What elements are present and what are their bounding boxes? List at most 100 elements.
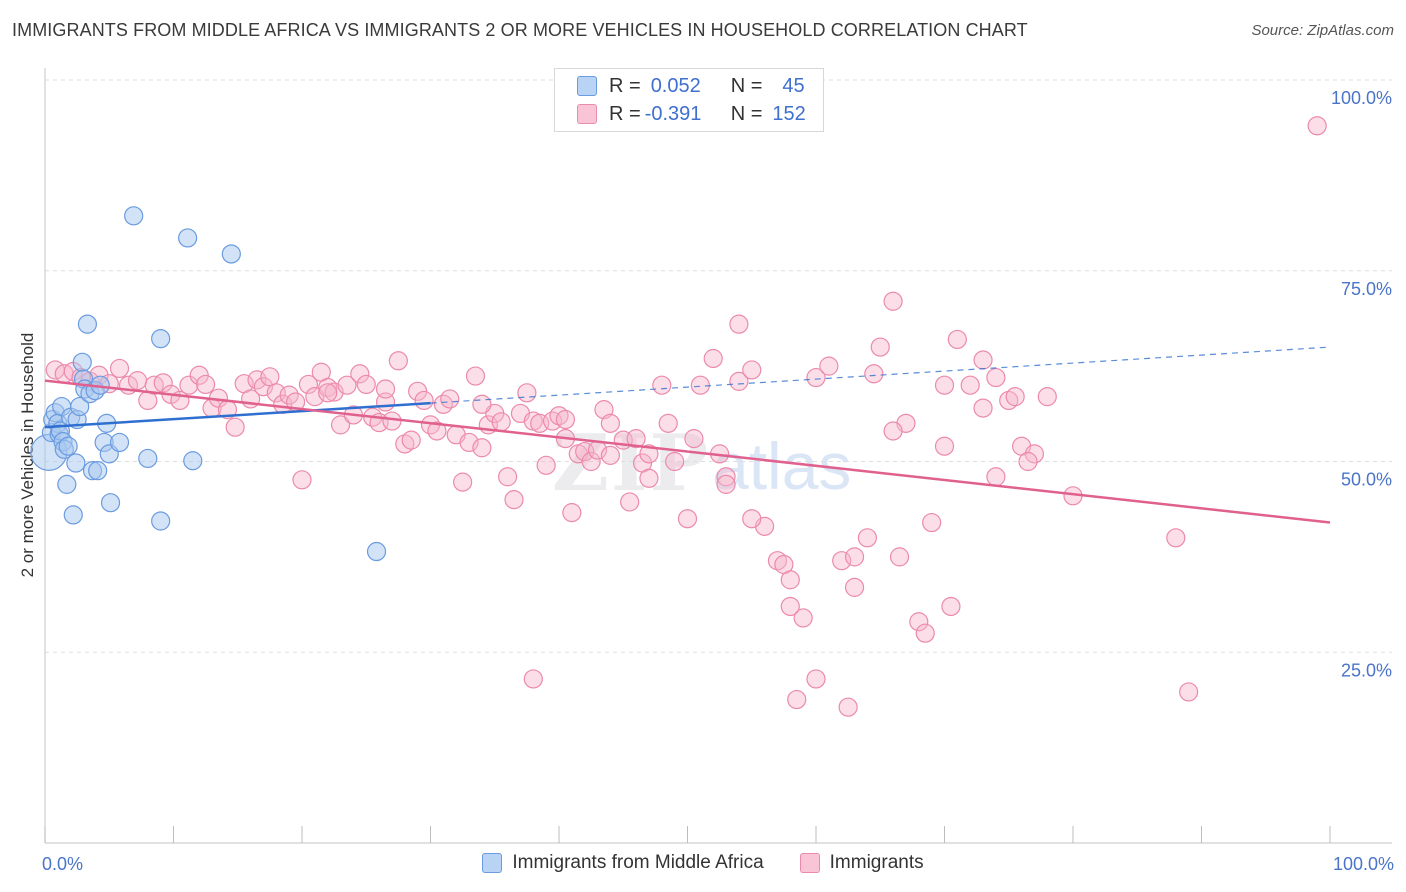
immigrants-point (1024, 444, 1045, 464)
immigrants-point (857, 528, 878, 548)
series-legend-middle-africa: Immigrants from Middle Africa (482, 852, 764, 874)
immigrants-point (806, 669, 826, 689)
immigrants-point (742, 360, 762, 380)
middle-africa-point (221, 244, 241, 264)
legend-r-value: 0.052 (650, 74, 701, 97)
immigrants-point (806, 367, 826, 388)
immigrants-point (260, 367, 280, 387)
immigrants-point (382, 411, 402, 431)
immigrants-point (1179, 682, 1199, 702)
immigrants-point (600, 413, 621, 433)
immigrants-point (153, 373, 173, 393)
immigrants-point (337, 375, 357, 395)
immigrants-point (774, 554, 794, 575)
immigrants-point (973, 350, 993, 370)
immigrants-point (960, 375, 980, 395)
legend-n-label: N = (730, 74, 763, 97)
immigrants-point (1018, 451, 1038, 472)
legend-row-middle-africa: R = 0.052 N = 45 (577, 73, 805, 99)
series-label: Immigrants from Middle Africa (512, 852, 764, 873)
chart-title: IMMIGRANTS FROM MIDDLE AFRICA VS IMMIGRA… (12, 20, 1028, 40)
immigrants-point (684, 429, 704, 449)
immigrants-point (1005, 387, 1025, 407)
source-label: Source: ZipAtlas.com (1251, 22, 1394, 39)
immigrants-point (504, 490, 524, 510)
immigrants-point (883, 291, 903, 311)
immigrants-point (883, 421, 903, 441)
immigrants-point (562, 503, 582, 523)
immigrants-point (600, 445, 621, 465)
middle-africa-point (109, 432, 130, 453)
middle-africa-point (77, 314, 98, 334)
immigrants-point (832, 551, 852, 571)
legend-n-label: N = (730, 102, 763, 125)
immigrants-point (716, 467, 736, 487)
legend-r-label: R = (609, 74, 641, 97)
correlation-legend: R = 0.052 N = 45 R = -0.391 N = 152 (554, 68, 824, 132)
immigrants-point (196, 374, 216, 395)
middle-africa-points (30, 206, 387, 562)
immigrants-point (109, 358, 130, 379)
immigrants-point (491, 412, 511, 432)
immigrants-point (536, 455, 556, 475)
immigrants-point (690, 375, 710, 395)
immigrants-point (459, 432, 479, 453)
immigrants-point (922, 512, 942, 533)
immigrants-point (947, 329, 967, 350)
immigrants-point (729, 371, 749, 391)
legend-swatch-blue (577, 76, 597, 96)
immigrants-point (729, 314, 749, 334)
immigrants-point (375, 379, 396, 399)
immigrants-point (433, 394, 453, 414)
immigrants-point (179, 375, 199, 395)
trend-lines (44, 346, 1331, 524)
y-tick-label: 50.0% (1341, 470, 1392, 490)
middle-africa-point (58, 436, 78, 456)
middle-africa-point (151, 329, 171, 349)
immigrants-point (941, 596, 961, 617)
immigrants-point (639, 444, 659, 464)
immigrants-point (844, 577, 865, 597)
immigrants-point (472, 394, 492, 414)
series-swatch-pink (799, 853, 820, 873)
immigrants-point (581, 451, 601, 472)
immigrants-point (414, 390, 434, 411)
immigrants-point (318, 383, 338, 403)
immigrants-point (934, 436, 955, 456)
immigrants-point (819, 356, 839, 376)
legend-n-value: 45 (782, 74, 805, 97)
immigrants-point (973, 398, 993, 418)
immigrants-point (787, 689, 807, 710)
middle-africa-point (124, 206, 144, 226)
immigrants-point (401, 430, 421, 450)
immigrants-point (934, 375, 955, 395)
middle-africa-trend-solid (44, 401, 431, 429)
y-tick-label: 100.0% (1331, 88, 1392, 108)
immigrants-point (626, 429, 646, 449)
legend-n-value: 152 (772, 102, 806, 125)
immigrants-point (388, 351, 408, 371)
immigrants-point (915, 623, 935, 643)
legend-swatch-pink (577, 104, 597, 124)
x-tick-label: 0.0% (42, 854, 83, 874)
immigrants-point (677, 509, 698, 529)
immigrants-point (620, 492, 640, 512)
middle-africa-point (63, 505, 83, 525)
immigrants-point (844, 547, 865, 567)
immigrants-point (703, 348, 723, 369)
immigrants-point (1307, 116, 1327, 136)
middle-africa-point (88, 461, 108, 481)
middle-africa-point (66, 453, 86, 473)
middle-africa-point (57, 474, 77, 494)
immigrants-point (793, 608, 813, 628)
tick-labels: 25.0% 50.0% 75.0% 100.0% 0.0% 100.0% (42, 88, 1394, 874)
immigrants-point (555, 409, 576, 430)
immigrants-trend (44, 379, 1331, 524)
legend-row-immigrants: R = -0.391 N = 152 (577, 101, 806, 127)
immigrants-point (472, 438, 492, 458)
immigrants-point (870, 337, 890, 357)
immigrants-point (838, 697, 858, 717)
immigrants-point (356, 374, 376, 395)
immigrants-point (427, 421, 447, 441)
legend-r-label: R = (609, 102, 641, 125)
